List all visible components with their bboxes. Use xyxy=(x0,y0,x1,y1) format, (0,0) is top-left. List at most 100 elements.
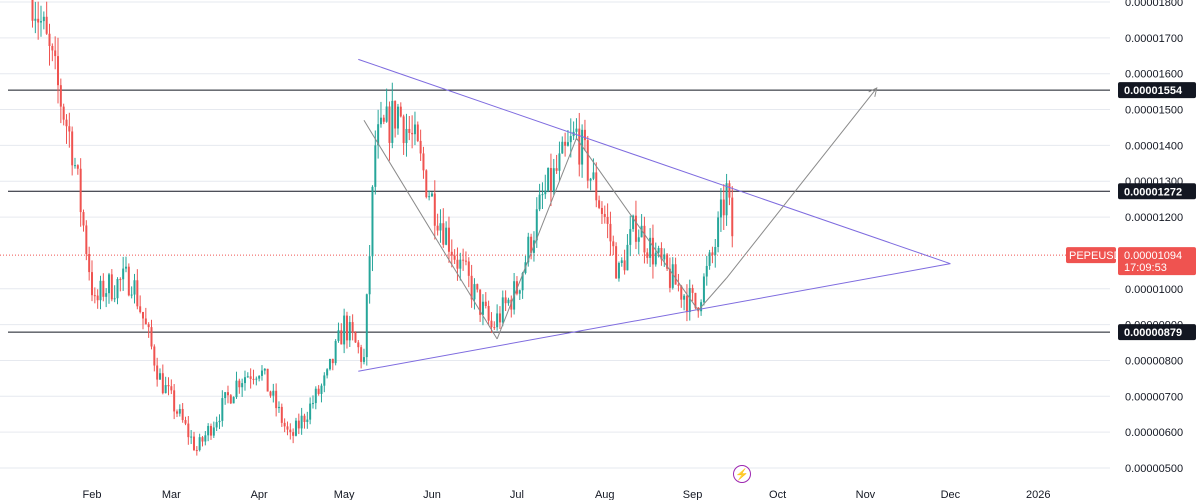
candle-body xyxy=(473,284,476,300)
forecast-segment[interactable] xyxy=(726,87,878,279)
x-tick-label: Mar xyxy=(162,489,181,500)
candle-body xyxy=(394,100,397,129)
candle-body xyxy=(102,280,105,297)
candle-body xyxy=(558,153,561,171)
y-tick-label: 0.00001500 xyxy=(1125,105,1183,117)
candle-body xyxy=(153,346,156,366)
candle-body xyxy=(504,297,507,304)
candle-body xyxy=(470,275,473,300)
candle-body xyxy=(609,223,612,242)
candle-body xyxy=(603,213,606,217)
candle-body xyxy=(711,252,714,255)
candle-body xyxy=(218,420,221,423)
candle-body xyxy=(110,274,113,300)
candle-body xyxy=(65,119,68,127)
symbol-label xyxy=(1066,247,1116,264)
candle-body xyxy=(617,263,620,279)
candle-body xyxy=(326,369,329,376)
x-tick-label: Feb xyxy=(83,489,102,500)
candle-body xyxy=(74,165,77,167)
candle-body xyxy=(226,392,229,396)
candle-body xyxy=(598,200,601,208)
candle-body xyxy=(581,129,584,165)
candle-body xyxy=(595,172,598,201)
candle-body xyxy=(518,290,521,294)
candle-body xyxy=(345,315,348,341)
forecast-segment[interactable] xyxy=(576,137,699,311)
candle-body xyxy=(643,225,646,253)
candle-body xyxy=(419,140,422,154)
candle-body xyxy=(422,153,425,171)
candle-body xyxy=(354,332,357,343)
forecast-segment[interactable] xyxy=(363,120,498,340)
triangle-lower-trendline[interactable] xyxy=(358,263,951,372)
lightning-bolt-icon[interactable]: ⚡ xyxy=(733,465,751,483)
x-tick-label: Apr xyxy=(251,489,268,500)
candle-body xyxy=(272,390,275,396)
candle-body xyxy=(575,128,578,132)
candle-body xyxy=(680,285,683,300)
candle-body xyxy=(178,408,181,414)
candles xyxy=(31,0,734,456)
candle-body xyxy=(663,254,666,260)
candle-body xyxy=(173,390,176,412)
candle-body xyxy=(252,378,255,380)
candle-body xyxy=(411,132,414,135)
candle-body xyxy=(433,193,436,226)
candle-body xyxy=(334,340,337,364)
x-tick-label: Sep xyxy=(683,489,703,500)
y-tick-label: 0.00000500 xyxy=(1125,463,1183,475)
y-tick-label: 0.00000800 xyxy=(1125,355,1183,367)
candle-body xyxy=(280,406,283,423)
x-tick-label: Jul xyxy=(510,489,524,500)
candle-body xyxy=(552,168,555,192)
candle-body xyxy=(428,196,431,198)
candle-body xyxy=(37,18,40,23)
candle-body xyxy=(615,246,618,279)
y-tick-label: 0.00001200 xyxy=(1125,212,1183,224)
candle-body xyxy=(357,342,360,348)
candle-body xyxy=(651,237,654,265)
forecast-segment[interactable] xyxy=(697,277,727,311)
candle-body xyxy=(549,167,552,192)
triangle-upper-trendline[interactable] xyxy=(358,58,951,265)
candle-body xyxy=(184,420,187,424)
candle-body xyxy=(677,284,680,286)
candle-body xyxy=(640,225,643,238)
candle-body xyxy=(260,370,263,376)
candle-body xyxy=(229,395,232,404)
candle-body xyxy=(583,129,586,141)
candle-body xyxy=(85,225,88,255)
candle-body xyxy=(405,128,408,144)
candle-body xyxy=(348,322,351,341)
time-axis[interactable]: Feb Mar Apr May Jun Jul Aug Sep Oct Nov Dec 2026 xyxy=(83,489,1051,500)
candle-body xyxy=(283,422,286,427)
candle-body xyxy=(351,322,354,333)
candle-body xyxy=(430,193,433,197)
candle-body xyxy=(657,248,660,253)
candle-body xyxy=(544,190,547,195)
candle-body xyxy=(266,368,269,392)
level-price-label xyxy=(1118,183,1196,200)
candle-body xyxy=(133,280,136,295)
candle-body xyxy=(51,45,54,51)
candle-body xyxy=(309,403,312,420)
forecast-segment[interactable] xyxy=(496,138,577,340)
price-axis[interactable]: 0.00001800 0.00001700 0.00001600 0.00001500… xyxy=(1125,0,1183,475)
candle-body xyxy=(555,168,558,171)
candle-body xyxy=(300,415,303,429)
candle-body xyxy=(238,380,241,388)
candle-body xyxy=(671,264,674,288)
candle-body xyxy=(586,140,589,181)
candle-body xyxy=(79,168,82,213)
candle-body xyxy=(170,386,173,391)
candle-body xyxy=(113,298,116,300)
candle-body xyxy=(221,398,224,421)
candle-body xyxy=(320,385,323,394)
last-price-label xyxy=(1118,247,1196,276)
candle-body xyxy=(107,274,110,294)
candle-body xyxy=(286,426,289,430)
level-price-text: 0.00000879 xyxy=(1124,327,1182,339)
candle-body xyxy=(467,261,470,276)
